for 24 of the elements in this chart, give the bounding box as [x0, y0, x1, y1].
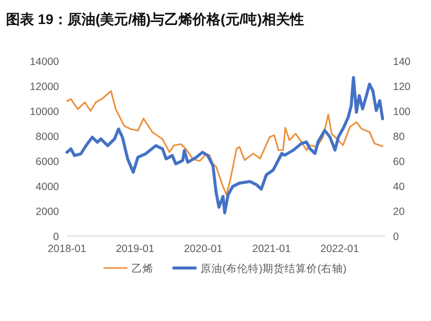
legend-label: 原油(布伦特)期货结算价(右轴) [200, 262, 346, 275]
x-tick-label: 2020-01 [184, 243, 223, 255]
x-tick-label: 2018-01 [48, 243, 86, 255]
y2-tick-label: 0 [393, 231, 399, 243]
legend-label: 乙烯 [132, 262, 154, 275]
y-tick-label: 12000 [30, 81, 60, 93]
y-tick-label: 8000 [36, 131, 60, 143]
y-tick-label: 0 [53, 231, 60, 243]
y2-tick-label: 100 [393, 106, 411, 118]
x-tick-label: 2021-01 [252, 243, 291, 255]
y-tick-label: 6000 [36, 156, 60, 168]
y2-tick-label: 60 [393, 156, 405, 168]
y-tick-label: 10000 [30, 106, 60, 118]
y2-tick-label: 140 [393, 56, 411, 68]
title: 图表 19：原油(美元/桶)与乙烯价格(元/吨)相关性 [6, 11, 304, 27]
y-tick-label: 4000 [36, 181, 60, 193]
y2-tick-label: 120 [393, 81, 411, 93]
y2-tick-label: 40 [393, 181, 405, 193]
y2-tick-label: 80 [393, 131, 405, 143]
y-tick-label: 14000 [30, 56, 60, 68]
y2-tick-label: 20 [393, 206, 405, 218]
x-tick-label: 2019-01 [116, 243, 155, 255]
x-tick-label: 2022-01 [320, 243, 360, 255]
y-tick-label: 2000 [36, 206, 60, 218]
